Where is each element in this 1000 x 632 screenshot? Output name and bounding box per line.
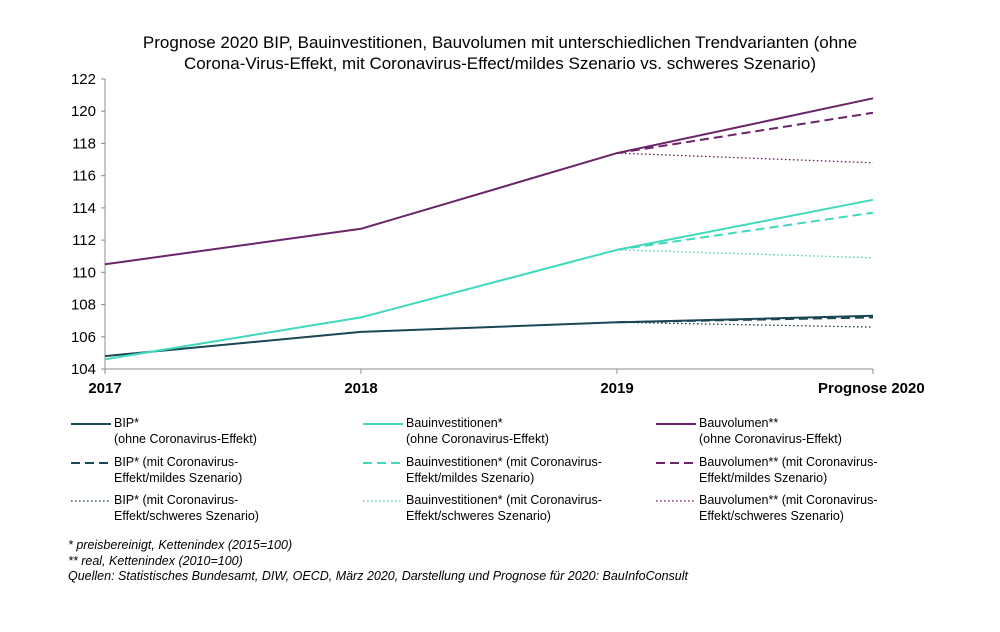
series-line-bip-schwer — [616, 321, 874, 328]
legend-label-line: Bauinvestitionen* (mit Coronavirus- — [406, 455, 602, 469]
legend-label-line: Effekt/schweres Szenario) — [114, 509, 259, 523]
legend-label-line: Effekt/schweres Szenario) — [406, 509, 551, 523]
legend-swatch — [363, 423, 403, 425]
legend-label-line: Bauvolumen** (mit Coronavirus- — [699, 455, 878, 469]
legend-label-line: Effekt/mildes Szenario) — [699, 471, 828, 485]
y-tick-label: 122 — [71, 71, 96, 88]
legend-label-line: (ohne Coronavirus-Effekt) — [114, 432, 257, 446]
y-tick-label: 114 — [72, 200, 96, 217]
footnotes: * preisbereinigt, Kettenindex (2015=100)… — [68, 538, 688, 585]
legend-label-line: (ohne Coronavirus-Effekt) — [699, 432, 842, 446]
series-line-bauinv — [104, 198, 874, 361]
legend-label-line: (ohne Coronavirus-Effekt) — [406, 432, 549, 446]
x-tick-label: 2017 — [88, 380, 121, 397]
series-line-bauinv-schwer — [616, 249, 874, 259]
chart-title-line-2: Corona-Virus-Effekt, mit Coronavirus-Eff… — [183, 54, 817, 73]
x-tick-label: Prognose 2020 — [818, 380, 925, 397]
chart-title: Prognose 2020 BIP, Bauinvestitionen, Bau… — [0, 32, 1000, 74]
legend-label-line: Bauinvestitionen* (mit Coronavirus- — [406, 493, 602, 507]
legend-label: Bauvolumen** (mit Coronavirus- Effekt/sch… — [699, 492, 878, 524]
legend-label-line: BIP* (mit Coronavirus- — [114, 493, 239, 507]
series-line-bauvol-mild — [616, 111, 874, 155]
y-tick-label: 116 — [72, 168, 96, 185]
legend-swatch — [71, 462, 111, 464]
x-tick-label: 2018 — [344, 380, 377, 397]
y-tick-label: 106 — [71, 329, 96, 346]
legend-swatch — [71, 423, 111, 425]
chart-axes: 104 106 108 110 112 114 116 118 120 122 2017 2018 20… — [71, 71, 925, 397]
footnote-price-adjusted: * preisbereinigt, Kettenindex (2015=100) — [68, 538, 293, 552]
legend-label: BIP* (ohne Coronavirus-Effekt) — [114, 415, 257, 447]
legend-swatch — [363, 462, 403, 464]
legend-label-line: BIP* (mit Coronavirus- — [114, 455, 239, 469]
chart-series — [104, 97, 874, 361]
y-tick-label: 108 — [71, 297, 96, 314]
legend-label-line: BIP* — [114, 416, 140, 430]
legend-swatch — [71, 500, 111, 502]
legend-swatch — [363, 500, 403, 502]
legend-label: Bauvolumen** (ohne Coronavirus-Effekt) — [699, 415, 842, 447]
footnote-sources: Quellen: Statistisches Bundesamt, DIW, O… — [68, 569, 688, 583]
footnote-real: ** real, Kettenindex (2010=100) — [68, 553, 243, 568]
legend-label: Bauinvestitionen* (mit Coronavirus- Effek… — [406, 454, 602, 486]
y-tick-label: 110 — [72, 264, 96, 281]
legend-swatch — [656, 462, 696, 464]
legend-label-line: Bauvolumen** (mit Coronavirus- — [699, 493, 878, 507]
legend-label-line: Bauinvestitionen* — [406, 416, 503, 430]
y-tick-label: 104 — [71, 361, 96, 378]
legend-swatch — [656, 423, 696, 425]
series-line-bip — [104, 314, 874, 358]
chart-title-line-1: Prognose 2020 BIP, Bauinvestitionen, Bau… — [142, 33, 858, 52]
legend-label: BIP* (mit Coronavirus- Effekt/mildes Szen… — [114, 454, 242, 486]
series-line-bauvol — [104, 97, 874, 266]
legend-label: Bauvolumen** (mit Coronavirus- Effekt/mil… — [699, 454, 878, 486]
series-line-bauinv-mild — [616, 211, 874, 251]
legend-label: Bauinvestitionen* (mit Coronavirus- Effek… — [406, 492, 602, 524]
legend-swatch — [656, 500, 696, 502]
legend-label-line: Effekt/mildes Szenario) — [406, 471, 535, 485]
legend-label: BIP* (mit Coronavirus- Effekt/schweres Sz… — [114, 492, 259, 524]
legend-label-line: Bauvolumen** — [699, 416, 779, 430]
legend-label-line: Effekt/schweres Szenario) — [699, 509, 844, 523]
y-tick-label: 120 — [71, 103, 96, 120]
legend-label-line: Effekt/mildes Szenario) — [114, 471, 243, 485]
legend-label: Bauinvestitionen* (ohne Coronavirus-Effek… — [406, 415, 549, 447]
series-line-bauvol-schwer — [616, 152, 874, 164]
y-tick-label: 112 — [72, 232, 96, 249]
y-tick-label: 118 — [72, 135, 96, 152]
x-tick-label: 2019 — [600, 380, 633, 397]
